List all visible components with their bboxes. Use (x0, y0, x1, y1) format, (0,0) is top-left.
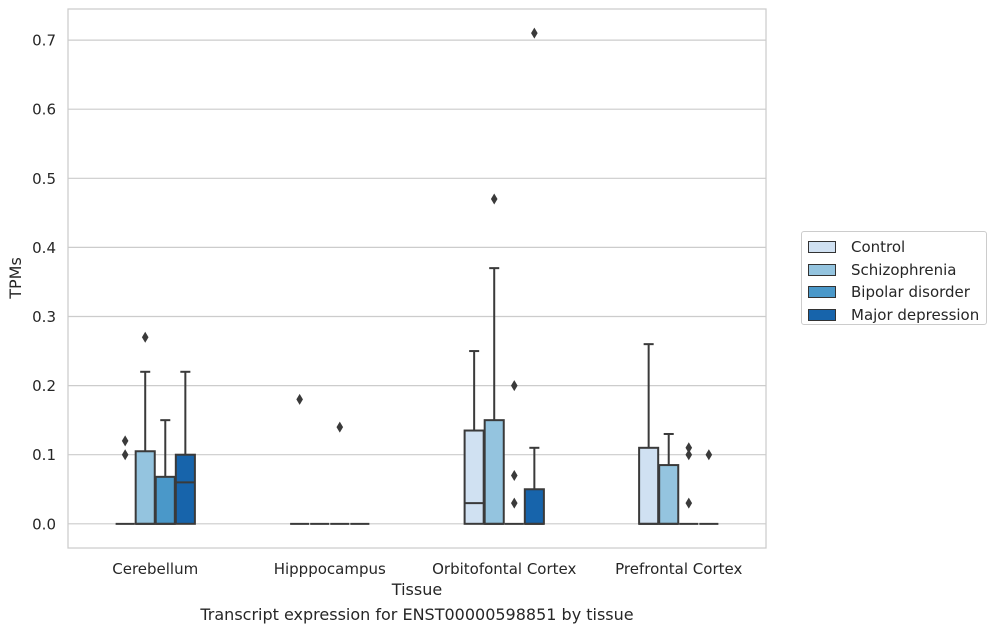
legend-label: Major depression (851, 305, 980, 324)
y-tick-label: 0.1 (32, 446, 56, 464)
box-body (658, 464, 680, 525)
box-body (483, 419, 505, 525)
box-3-1 (658, 432, 680, 525)
x-tick-label: Hipppocampus (274, 560, 386, 578)
box-body (523, 488, 545, 525)
y-tick-label: 0.3 (32, 308, 56, 326)
box-1-2 (330, 421, 350, 525)
outlier-point (510, 497, 518, 509)
box-0-2 (154, 419, 176, 525)
figure-caption: Transcript expression for ENST0000059885… (200, 605, 634, 624)
y-tick-label: 0.7 (32, 32, 56, 50)
outlier-point (531, 27, 538, 39)
outlier-point (705, 449, 713, 461)
box-3-2 (679, 442, 699, 525)
outlier-point (685, 497, 693, 509)
box-body (638, 446, 660, 525)
legend-swatch (808, 263, 836, 276)
legend-swatch (808, 241, 836, 254)
y-tick-label: 0.5 (32, 170, 56, 188)
box-body (134, 450, 156, 525)
x-axis-label: Tissue (391, 580, 442, 599)
legend-label: Control (851, 238, 906, 257)
box-series (115, 27, 719, 525)
box-1-0 (290, 393, 310, 525)
plot-frame (67, 8, 767, 549)
outlier-point (510, 469, 518, 481)
legend-label: Bipolar disorder (851, 283, 970, 302)
outlier-point (490, 193, 498, 205)
grid-lines (68, 39, 766, 525)
legend-label: Schizophrenia (851, 260, 957, 279)
box-2-2 (504, 380, 524, 525)
legend-swatch (808, 308, 836, 321)
x-tick-label: Cerebellum (112, 560, 198, 578)
outlier-point (685, 442, 693, 454)
box-2-3 (523, 27, 545, 525)
y-tick-label: 0.6 (32, 101, 56, 119)
box-2-1 (483, 193, 505, 525)
legend-item: Major depression (808, 304, 986, 327)
box-body (463, 429, 485, 525)
x-tick-labels: Cerebellum Hipppocampus Orbitofontal Corte… (112, 560, 742, 578)
box-body (154, 475, 176, 525)
y-tick-label: 0.4 (32, 239, 56, 257)
box-0-1 (134, 331, 156, 525)
outlier-point (121, 435, 129, 447)
outlier-point (141, 331, 149, 343)
outlier-point (685, 449, 693, 461)
x-tick-label: Orbitofontal Cortex (432, 560, 576, 578)
legend-swatch (808, 286, 836, 299)
box-2-0 (463, 350, 485, 525)
legend-item: Bipolar disorder (808, 281, 986, 304)
y-tick-label: 0.0 (32, 515, 56, 533)
box-0-0 (115, 435, 135, 525)
x-tick-label: Prefrontal Cortex (615, 560, 742, 578)
box-0-3 (174, 370, 196, 525)
box-body (174, 453, 196, 525)
outlier-point (121, 449, 129, 461)
box-3-3 (699, 449, 719, 525)
legend-item: Schizophrenia (808, 259, 986, 282)
outlier-point (336, 421, 344, 433)
box-3-0 (638, 343, 660, 525)
legend-item: Control (808, 236, 986, 259)
outlier-point (296, 393, 303, 405)
y-tick-label: 0.2 (32, 377, 56, 395)
legend: Control Schizophrenia Bipolar disorder Majo… (801, 231, 987, 325)
y-axis-label: TPMs (6, 257, 25, 300)
y-tick-labels: 0.0 0.1 0.2 0.3 0.4 0.5 0.6 0.7 (32, 32, 56, 534)
outlier-point (510, 380, 518, 392)
